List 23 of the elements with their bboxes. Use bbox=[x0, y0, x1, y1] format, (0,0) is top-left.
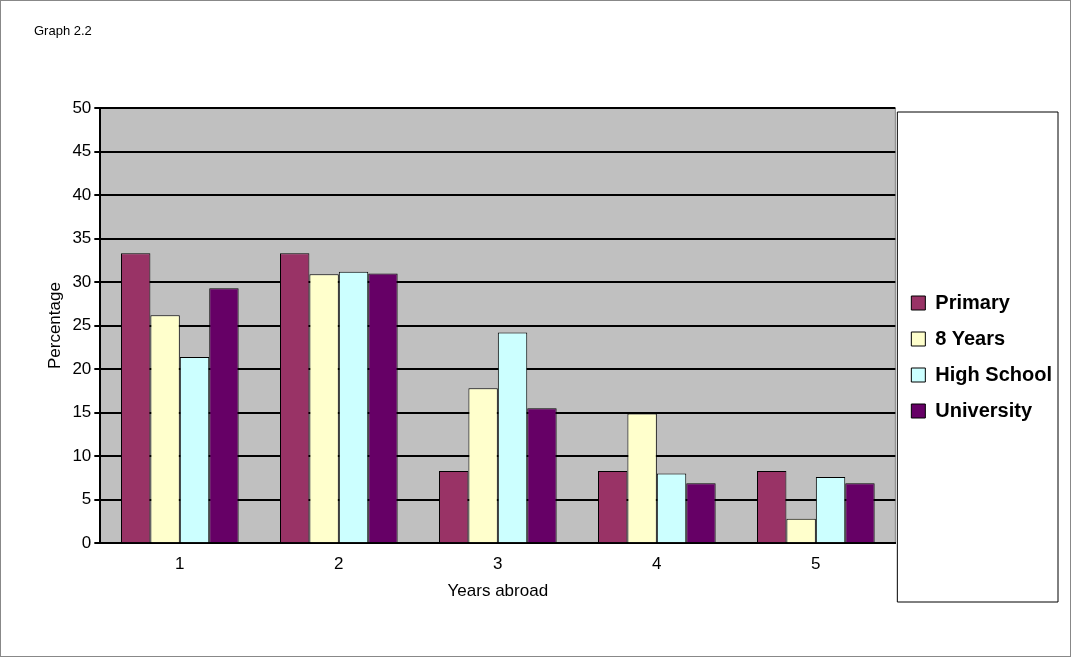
y-tick-label: 25 bbox=[72, 315, 92, 335]
y-tick-label: 20 bbox=[72, 358, 92, 378]
x-tick-label: 3 bbox=[493, 554, 503, 574]
y-tick-label: 5 bbox=[81, 489, 92, 509]
legend-label: 8 Years bbox=[935, 326, 1006, 349]
x-tick-label: 5 bbox=[811, 554, 821, 574]
legend-label: Primary bbox=[935, 290, 1011, 313]
y-tick-label: 35 bbox=[72, 228, 92, 248]
y-tick-label: 10 bbox=[72, 445, 92, 465]
x-tick-label: 4 bbox=[652, 554, 662, 574]
x-tick-label: 2 bbox=[334, 554, 344, 574]
y-tick-label: 0 bbox=[81, 532, 92, 552]
y-tick-label: 30 bbox=[72, 271, 92, 291]
x-axis-title: Years abroad bbox=[447, 581, 549, 601]
legend-label: High School bbox=[935, 362, 1053, 385]
y-tick-label: 45 bbox=[72, 141, 92, 161]
y-tick-label: 15 bbox=[72, 402, 92, 422]
y-tick-label: 50 bbox=[72, 97, 92, 117]
chart-title: Graph 2.2 bbox=[34, 23, 92, 38]
y-axis-title: Percentage bbox=[44, 282, 64, 370]
y-tick-label: 40 bbox=[72, 184, 92, 204]
x-tick-label: 1 bbox=[175, 554, 185, 574]
legend-label: University bbox=[935, 398, 1033, 421]
